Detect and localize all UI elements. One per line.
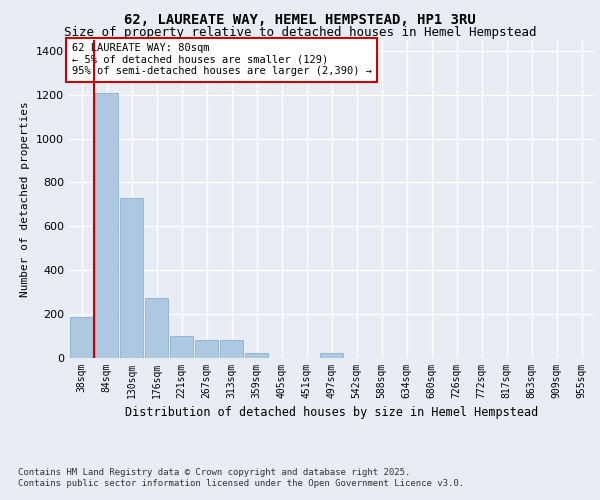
Text: Contains HM Land Registry data © Crown copyright and database right 2025.
Contai: Contains HM Land Registry data © Crown c…: [18, 468, 464, 487]
Bar: [119, 198, 143, 358]
Bar: [220, 340, 244, 357]
Bar: [194, 340, 218, 357]
Y-axis label: Number of detached properties: Number of detached properties: [20, 101, 31, 296]
Bar: [170, 336, 193, 357]
X-axis label: Distribution of detached houses by size in Hemel Hempstead: Distribution of detached houses by size …: [125, 406, 538, 419]
Text: 62, LAUREATE WAY, HEMEL HEMPSTEAD, HP1 3RU: 62, LAUREATE WAY, HEMEL HEMPSTEAD, HP1 3…: [124, 12, 476, 26]
Bar: [320, 353, 343, 358]
Bar: [95, 92, 118, 358]
Bar: [245, 353, 268, 358]
Text: Size of property relative to detached houses in Hemel Hempstead: Size of property relative to detached ho…: [64, 26, 536, 39]
Bar: [70, 317, 94, 358]
Text: 62 LAUREATE WAY: 80sqm
← 5% of detached houses are smaller (129)
95% of semi-det: 62 LAUREATE WAY: 80sqm ← 5% of detached …: [71, 43, 371, 76]
Bar: [145, 298, 169, 358]
